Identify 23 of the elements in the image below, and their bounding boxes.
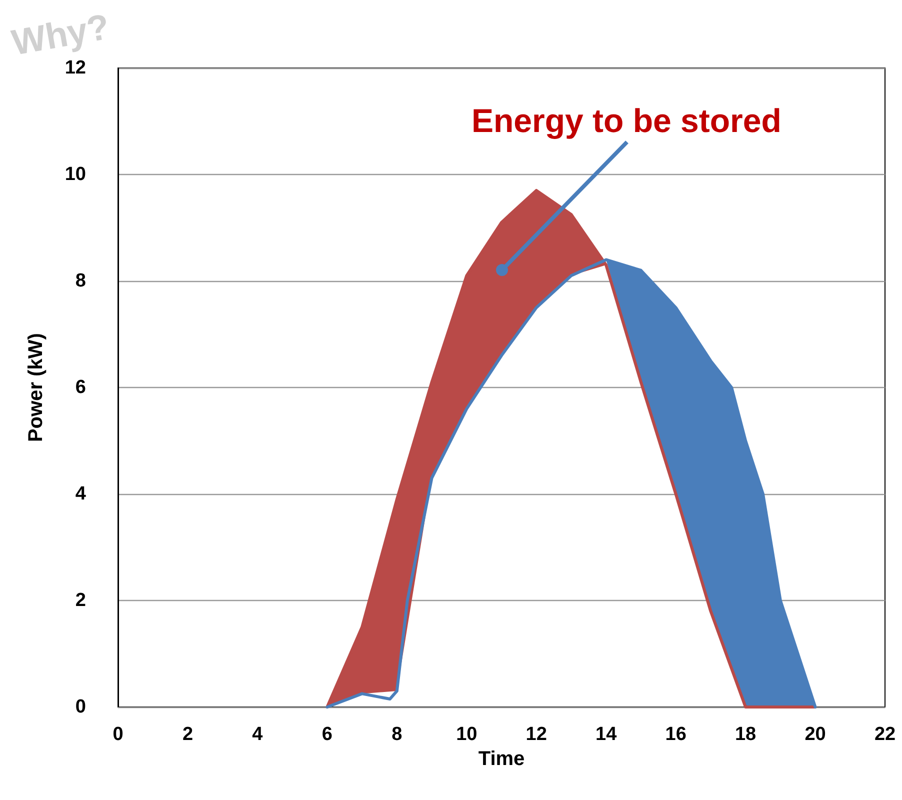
- y-tick-label: 8: [75, 270, 86, 292]
- x-tick-label: 8: [392, 724, 402, 745]
- annotation: Energy to be stored: [472, 102, 782, 140]
- x-tick-label: 0: [112, 724, 124, 745]
- y-tick-label: 12: [64, 58, 86, 78]
- x-axis-title: Time: [478, 748, 525, 770]
- y-tick-label: 4: [75, 484, 86, 504]
- y-axis-title: Power (kW): [25, 333, 47, 442]
- x-tick-label: 10: [456, 724, 478, 745]
- x-tick-label: 18: [734, 724, 756, 745]
- y-tick-label: 2: [75, 590, 86, 611]
- x-tick-label: 12: [526, 724, 547, 745]
- x-tick-label: 14: [596, 724, 618, 745]
- x-tick-label: 20: [804, 724, 826, 745]
- line-series: [326, 258, 817, 708]
- y-tick-label: 10: [64, 164, 86, 185]
- y-tick-label: 6: [75, 377, 86, 398]
- x-tick-label: 6: [322, 724, 332, 745]
- x-tick-label: 4: [252, 724, 264, 745]
- x-tick-label: 2: [182, 724, 194, 745]
- x-tick-label: 16: [665, 724, 686, 745]
- y-tick-label: 0: [75, 696, 86, 718]
- x-tick-label: 22: [874, 724, 896, 745]
